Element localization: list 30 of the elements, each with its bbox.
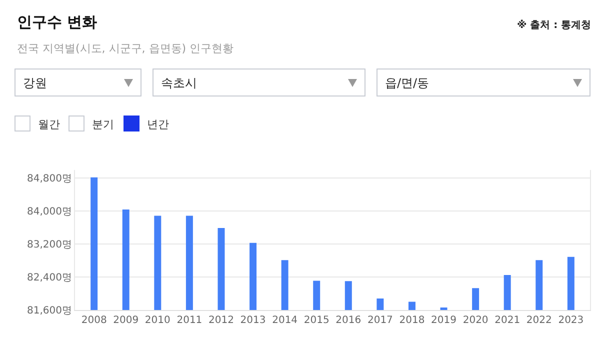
chart-title: 인구수 변화 — [17, 13, 98, 31]
text: ※ 출처 : 통계청 — [517, 19, 592, 31]
x-tick-label: 2020 — [462, 315, 488, 326]
text: 읍/면/동 — [385, 76, 430, 90]
x-tick-label: 2014 — [272, 315, 298, 326]
x-tick-label: 2023 — [558, 315, 584, 326]
text: 속초시 — [161, 76, 197, 90]
y-tick-label: 84,000명 — [27, 206, 72, 218]
y-tick-label: 82,400명 — [27, 272, 72, 284]
y-tick-label: 84,800명 — [27, 174, 72, 185]
chart-subtitle: 전국 지역별(시도, 시군구, 읍면동) 인구현황 — [17, 42, 234, 55]
y-tick-label: 81,600명 — [27, 306, 72, 316]
x-tick-label: 2012 — [208, 315, 234, 326]
x-tick-label: 2019 — [431, 315, 456, 326]
x-tick-label: 2022 — [526, 315, 552, 326]
text: 분기 — [92, 118, 114, 131]
x-tick-label: 2016 — [336, 315, 362, 326]
text: 년간 — [147, 118, 169, 131]
y-tick-label: 83,200명 — [27, 240, 72, 251]
x-tick-label: 2008 — [81, 315, 107, 326]
x-tick-label: 2011 — [176, 315, 202, 326]
x-tick-label: 2017 — [367, 315, 393, 326]
text: 월간 — [38, 118, 60, 131]
x-tick-label: 2018 — [399, 315, 425, 326]
text: 강원 — [23, 76, 47, 90]
x-tick-label: 2013 — [240, 315, 266, 326]
x-tick-label: 2009 — [113, 315, 139, 326]
x-tick-label: 2021 — [494, 315, 520, 326]
x-tick-label: 2015 — [304, 315, 330, 326]
x-tick-label: 2010 — [144, 315, 170, 326]
